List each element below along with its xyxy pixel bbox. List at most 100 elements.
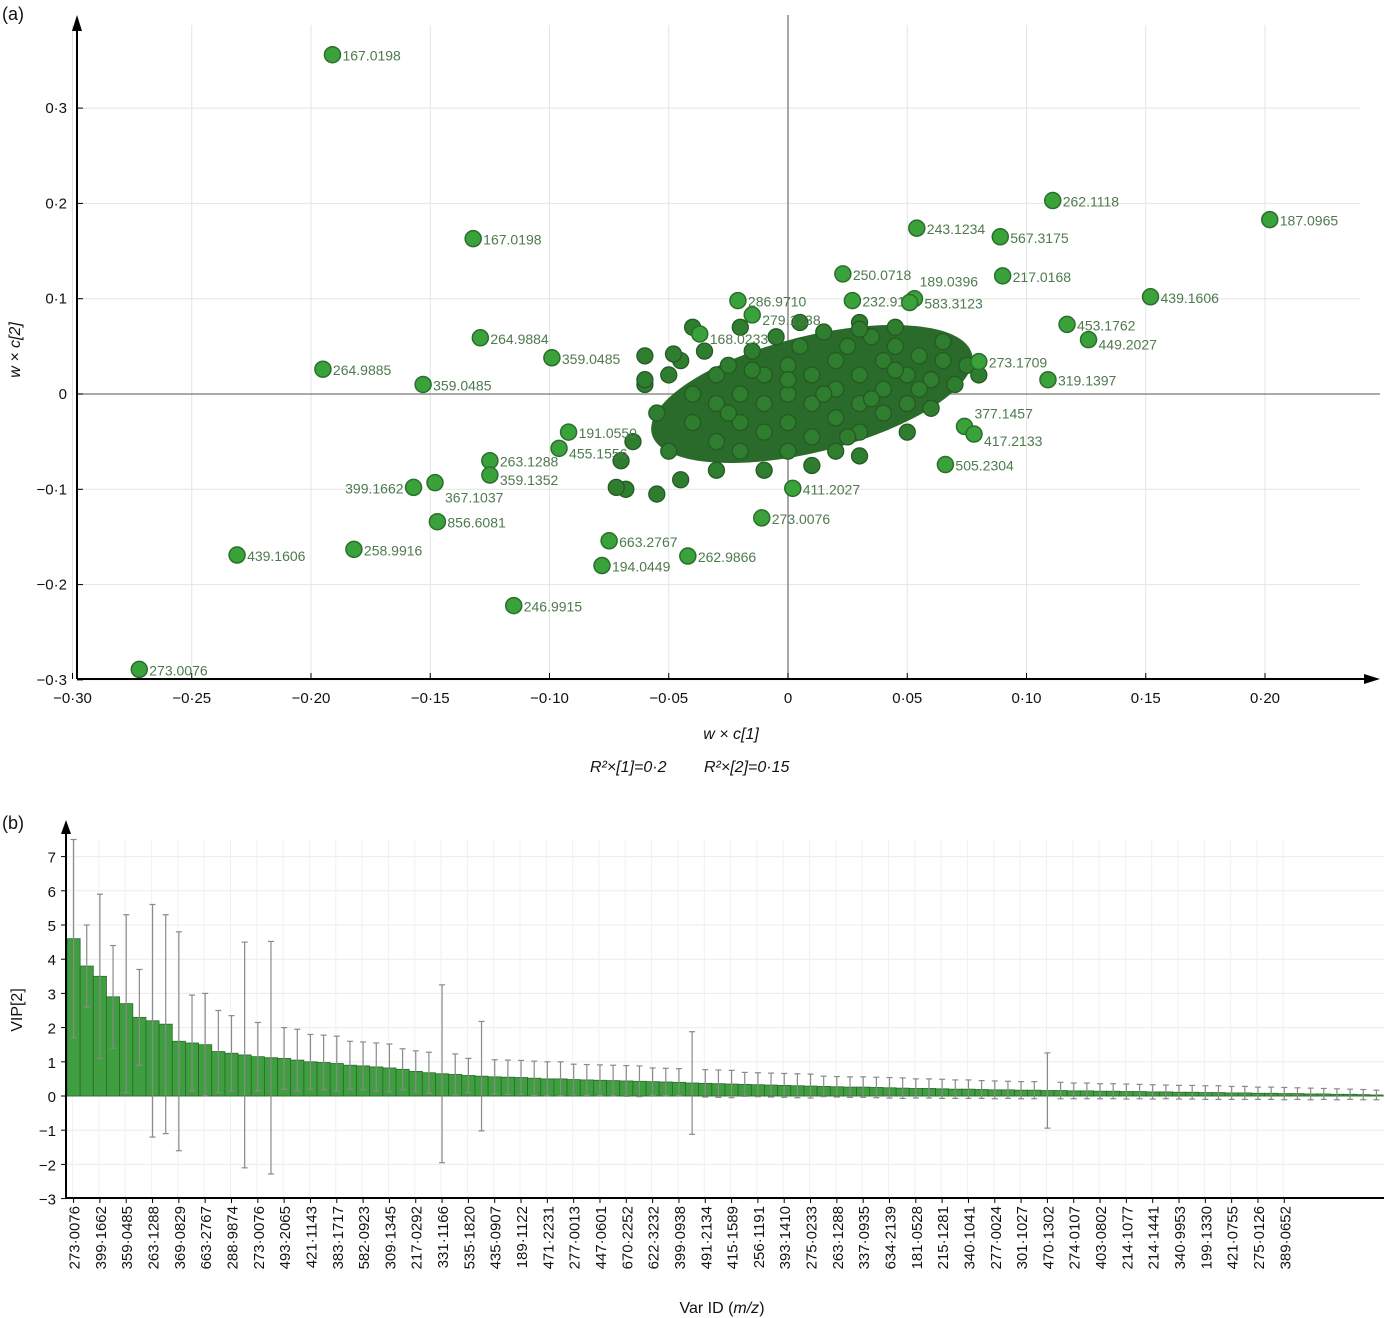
- x-axis-label-suffix: ): [759, 1300, 764, 1317]
- x-tick-label: 0·10: [1011, 690, 1041, 707]
- point-label: 439.1606: [247, 548, 306, 564]
- point-label: 258.9916: [364, 542, 423, 558]
- scatter-panel-a: (a)−0·30 −0·25 −0·20 −0·15 −0·10 −0·05 0 0·05 0·…: [2, 4, 1380, 776]
- point-label: 583.3123: [924, 296, 983, 312]
- point-label: 167.0198: [342, 48, 401, 64]
- data-point: [323, 45, 342, 64]
- panel-label: (a): [2, 4, 24, 24]
- data-point: [834, 265, 852, 283]
- x-tick-label: 582·0923: [356, 1206, 373, 1269]
- data-point: [755, 461, 773, 479]
- data-point: [707, 432, 726, 451]
- point-label: 263.1288: [500, 454, 559, 470]
- data-point: [755, 423, 773, 441]
- data-point: [504, 596, 523, 615]
- point-label: 319.1397: [1058, 373, 1117, 389]
- x-tick-label: 634·2139: [883, 1206, 900, 1269]
- point-label: 377.1457: [974, 405, 1033, 421]
- data-point: [886, 361, 904, 379]
- x-tick-label: 399·0938: [672, 1206, 689, 1269]
- data-point: [908, 219, 926, 237]
- data-point: [862, 390, 881, 408]
- y-tick-label: 3: [48, 986, 56, 1003]
- data-point: [719, 404, 738, 422]
- x-tick-label: 189·1122: [514, 1206, 531, 1268]
- x-tick-label: 340·1041: [961, 1206, 978, 1269]
- data-point: [886, 337, 904, 356]
- x-tick-label: 199·1330: [1198, 1206, 1215, 1269]
- data-point: [993, 267, 1012, 285]
- point-label: 189.0396: [920, 274, 979, 290]
- point-label: 273.0076: [149, 662, 208, 678]
- x-tick-label: 393·1410: [777, 1206, 794, 1269]
- point-label: 273.0076: [772, 511, 831, 527]
- data-point: [970, 352, 988, 371]
- data-point: [679, 547, 697, 565]
- data-point: [707, 461, 726, 479]
- r2-component-2: R²×[2]=0·15: [704, 759, 789, 776]
- x-tick-label: 275·0233: [804, 1206, 821, 1269]
- x-tick-label: 491·2134: [698, 1206, 715, 1269]
- x-tick-label: 415·1589: [725, 1206, 742, 1269]
- y-tick-label: −2: [39, 1157, 56, 1174]
- x-tick-label: −0·20: [292, 690, 331, 707]
- data-point: [791, 337, 809, 356]
- x-tick-label: −0·25: [172, 690, 211, 707]
- y-tick-label: −1: [39, 1123, 56, 1140]
- x-tick-label: 359·0485: [119, 1206, 136, 1269]
- panel-label: (b): [2, 813, 24, 833]
- x-tick-label: 0·15: [1131, 690, 1161, 707]
- data-point: [753, 509, 771, 527]
- data-point: [228, 546, 246, 564]
- x-tick-label: 471·2231: [540, 1206, 557, 1269]
- data-point: [743, 361, 761, 379]
- x-tick-label: 215·1281: [935, 1206, 952, 1269]
- data-point: [900, 293, 919, 312]
- data-point: [743, 342, 761, 360]
- data-point: [791, 313, 809, 332]
- point-label: 411.2027: [803, 481, 861, 497]
- data-point: [815, 385, 833, 403]
- data-point: [683, 385, 702, 403]
- x-tick-label: 263·1288: [146, 1206, 163, 1269]
- x-tick-label: 670·2252: [619, 1206, 636, 1269]
- data-point: [767, 328, 785, 346]
- data-point: [707, 366, 726, 384]
- x-tick-label: 403·0802: [1093, 1206, 1110, 1269]
- point-label: 453.1762: [1077, 317, 1136, 333]
- point-label: 187.0965: [1280, 213, 1339, 229]
- data-point: [886, 318, 904, 336]
- data-point: [838, 428, 857, 446]
- data-point: [1058, 315, 1076, 334]
- data-point: [672, 471, 690, 489]
- data-point: [803, 456, 821, 475]
- x-tick-label: 0·05: [892, 690, 922, 707]
- y-axis-arrow-icon: [61, 820, 71, 834]
- x-tick-label: 369·0829: [172, 1206, 189, 1269]
- x-tick-label: 493·2065: [277, 1206, 294, 1269]
- data-point: [471, 329, 490, 347]
- point-label: 856.6081: [447, 515, 506, 531]
- point-label: 167.0198: [483, 232, 542, 248]
- data-point: [648, 485, 666, 503]
- y-tick-label: 0·3: [45, 100, 67, 117]
- data-point: [779, 413, 797, 432]
- data-point: [850, 366, 869, 384]
- point-label: 273.1709: [989, 355, 1048, 371]
- x-tick-label: 663·2767: [198, 1206, 215, 1269]
- x-tick-label: 214·1077: [1119, 1206, 1136, 1269]
- x-tick-label: 389·0652: [1277, 1206, 1294, 1269]
- data-point: [543, 349, 561, 367]
- data-point: [660, 366, 678, 384]
- x-tick-label: 275·0126: [1251, 1206, 1268, 1269]
- data-point: [731, 413, 749, 432]
- x-tick-label: −0·30: [53, 690, 92, 707]
- data-point: [648, 404, 666, 422]
- y-tick-label: −0·2: [37, 577, 67, 594]
- point-label: 417.2133: [984, 433, 1043, 449]
- data-point: [934, 332, 952, 351]
- data-point: [815, 323, 833, 341]
- data-point: [803, 394, 821, 413]
- x-tick-label: 470·1302: [1040, 1206, 1057, 1269]
- data-point: [414, 375, 432, 394]
